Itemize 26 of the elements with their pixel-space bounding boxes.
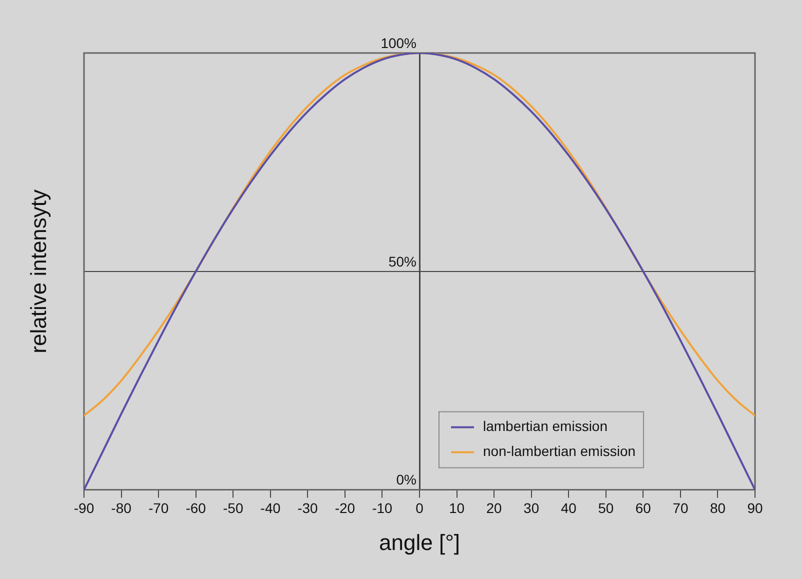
x-tick-label: 20 <box>486 500 502 516</box>
x-tick-label: 70 <box>672 500 688 516</box>
legend-label: lambertian emission <box>483 418 608 434</box>
y-tick-label: 100% <box>380 34 416 51</box>
x-tick-label: -20 <box>334 500 356 516</box>
x-tick-label: -30 <box>298 500 318 516</box>
x-tick-label: -70 <box>148 500 169 516</box>
x-tick-label: 90 <box>747 500 763 516</box>
y-axis-title: relative intensyty <box>26 189 52 354</box>
x-tick-label: 40 <box>560 500 577 516</box>
x-tick-label: -90 <box>74 500 94 516</box>
x-tick-label: 60 <box>635 500 652 516</box>
x-tick-label: -10 <box>372 500 393 516</box>
x-tick-label: -50 <box>222 500 244 516</box>
x-axis-title: angle [°] <box>379 530 460 555</box>
x-tick-label: 0 <box>416 500 424 516</box>
x-tick-label: -60 <box>186 500 206 516</box>
x-tick-label: -40 <box>260 500 281 516</box>
x-tick-label: 50 <box>598 500 614 516</box>
y-tick-label: 0% <box>396 472 416 488</box>
y-tick-label: 50% <box>388 253 416 270</box>
x-tick-label: 30 <box>524 500 540 516</box>
x-tick-label: 10 <box>448 500 465 516</box>
x-tick-label: -80 <box>111 500 132 516</box>
legend-label: non-lambertian emission <box>483 443 636 460</box>
x-tick-label: 80 <box>710 500 726 516</box>
